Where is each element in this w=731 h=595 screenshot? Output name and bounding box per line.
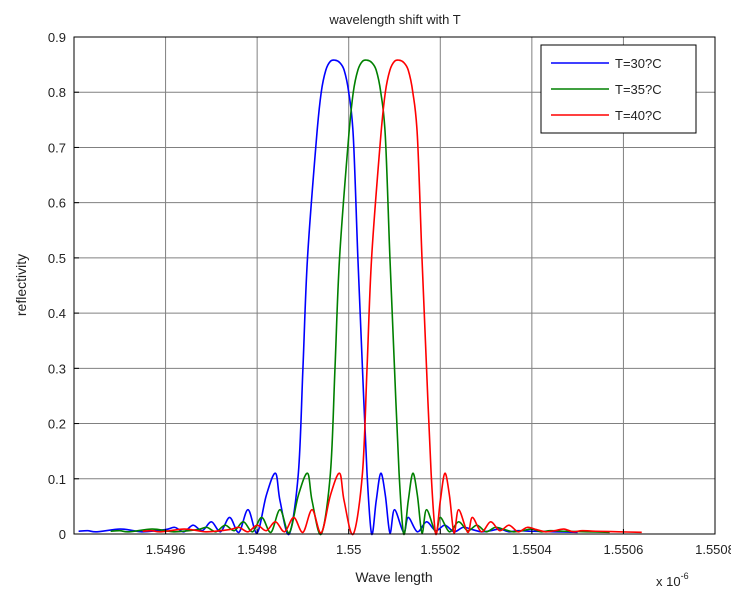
y-tick-label: 0.3 <box>48 361 66 376</box>
x-multiplier: x 10-6 <box>656 571 689 589</box>
legend-label-3: T=40?C <box>615 108 662 123</box>
x-tick-label: 1.5504 <box>512 542 552 557</box>
x-tick-label: 1.5506 <box>604 542 644 557</box>
y-tick-label: 0.4 <box>48 306 66 321</box>
chart-title: wavelength shift with T <box>328 12 460 27</box>
legend-label-2: T=35?C <box>615 82 662 97</box>
x-multiplier-base: x 10 <box>656 574 681 589</box>
ticks: 1.5496 1.5498 1.55 1.5502 1.5504 1.5506 1.5508… <box>48 30 731 557</box>
plot-frame <box>73 36 716 535</box>
y-tick-label: 0.8 <box>48 85 66 100</box>
series-layer <box>78 59 642 536</box>
x-axis-label: Wave length <box>355 569 432 585</box>
x-multiplier-exponent: -6 <box>681 571 689 581</box>
y-tick-label: 0 <box>59 527 66 542</box>
y-tick-label: 0.6 <box>48 196 66 211</box>
y-tick-label: 0.2 <box>48 417 66 432</box>
y-tick-label: 0.5 <box>48 251 66 266</box>
x-tick-label: 1.5498 <box>237 542 277 557</box>
legend-label-1: T=30?C <box>615 56 662 71</box>
y-tick-label: 0.7 <box>48 140 66 155</box>
legend: T=30?C T=35?C T=40?C <box>540 44 697 134</box>
x-tick-label: 1.5496 <box>146 542 186 557</box>
y-tick-label: 0.1 <box>48 472 66 487</box>
grid <box>74 37 715 534</box>
series-line-3 <box>142 59 642 536</box>
y-axis-label: reflectivity <box>13 254 29 316</box>
y-tick-label: 0.9 <box>48 30 66 45</box>
x-tick-label: 1.5508 <box>695 542 731 557</box>
series-line-2 <box>110 59 610 536</box>
x-tick-label: 1.55 <box>336 542 361 557</box>
x-tick-label: 1.5502 <box>420 542 460 557</box>
